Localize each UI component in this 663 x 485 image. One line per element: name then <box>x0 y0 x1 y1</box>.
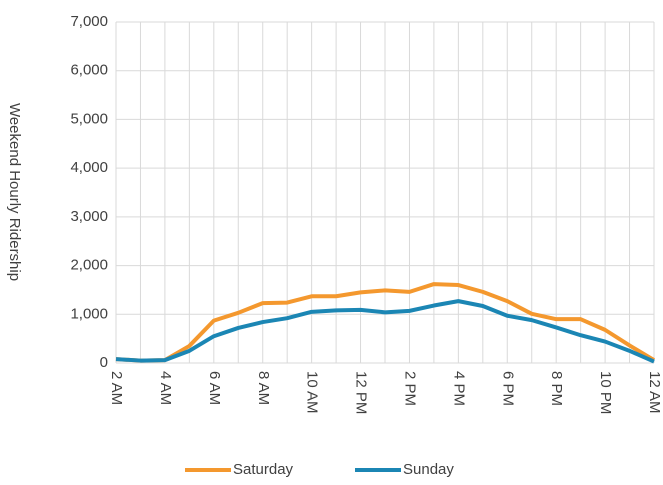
legend-label: Saturday <box>233 461 294 478</box>
y-tick-label: 7,000 <box>70 13 108 30</box>
x-tick-label: 2 AM <box>108 371 125 405</box>
legend-label: Sunday <box>403 461 454 478</box>
y-tick-label: 4,000 <box>70 159 108 176</box>
y-axis-label: Weekend Hourly Ridership <box>6 103 23 281</box>
x-tick-label: 12 AM <box>646 371 663 414</box>
x-tick-label: 6 AM <box>206 371 223 405</box>
x-tick-label: 10 AM <box>304 371 321 414</box>
x-tick-label: 8 PM <box>548 371 565 406</box>
y-tick-label: 6,000 <box>70 62 108 79</box>
y-tick-label: 0 <box>100 354 108 371</box>
series-line <box>115 282 656 363</box>
x-tick-label: 12 PM <box>353 371 370 414</box>
y-tick-label: 2,000 <box>70 257 108 274</box>
x-tick-label: 8 AM <box>255 371 272 405</box>
x-tick-label: 10 PM <box>597 371 614 414</box>
x-tick-label: 2 PM <box>401 371 418 406</box>
x-tick-label: 6 PM <box>499 371 516 406</box>
y-tick-label: 3,000 <box>70 208 108 225</box>
y-tick-label: 5,000 <box>70 110 108 127</box>
x-tick-label: 4 PM <box>450 371 467 406</box>
x-tick-label: 4 AM <box>157 371 174 405</box>
y-tick-label: 1,000 <box>70 305 108 322</box>
series-line <box>115 299 655 364</box>
